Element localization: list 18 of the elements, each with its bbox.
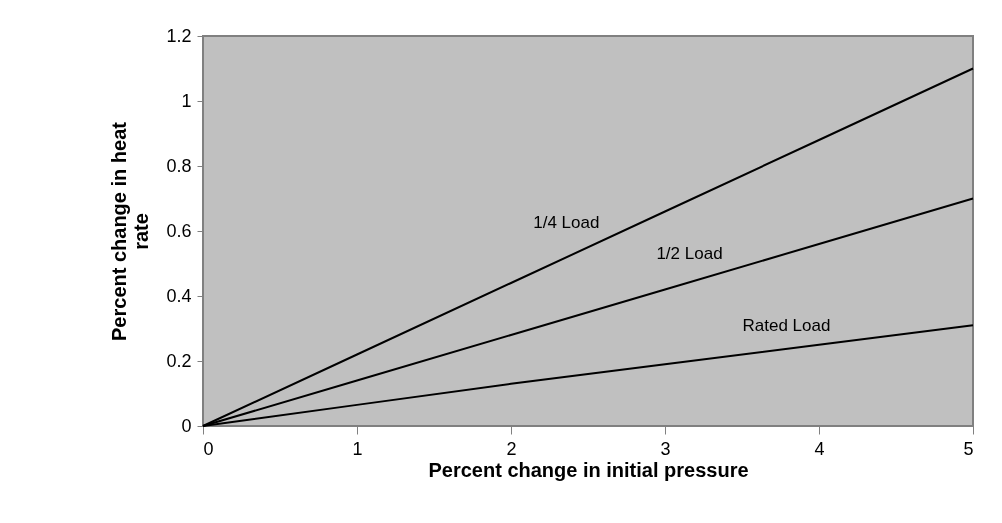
series-label: 1/2 Load (656, 244, 723, 264)
x-tick-label: 1 (352, 438, 363, 459)
x-tick-label: 4 (814, 438, 825, 459)
y-axis-title: Percent change in heat rate (108, 121, 153, 341)
series-label: 1/4 Load (533, 213, 600, 233)
y-tick-label: 0.6 (166, 220, 192, 241)
series-label: Rated Load (742, 315, 831, 335)
x-tick-label: 5 (963, 438, 974, 459)
y-tick-label: 0.4 (166, 285, 192, 306)
x-tick-label: 3 (660, 438, 671, 459)
x-tick-label: 2 (506, 438, 517, 459)
y-tick-label: 0 (181, 415, 192, 436)
y-tick-label: 0.2 (166, 350, 192, 371)
y-tick-label: 1.2 (166, 25, 192, 46)
y-tick-label: 1 (181, 90, 192, 111)
x-axis-title: Percent change in initial pressure (428, 458, 749, 481)
y-tick-label: 0.8 (166, 155, 192, 176)
x-tick-label: 0 (203, 438, 214, 459)
